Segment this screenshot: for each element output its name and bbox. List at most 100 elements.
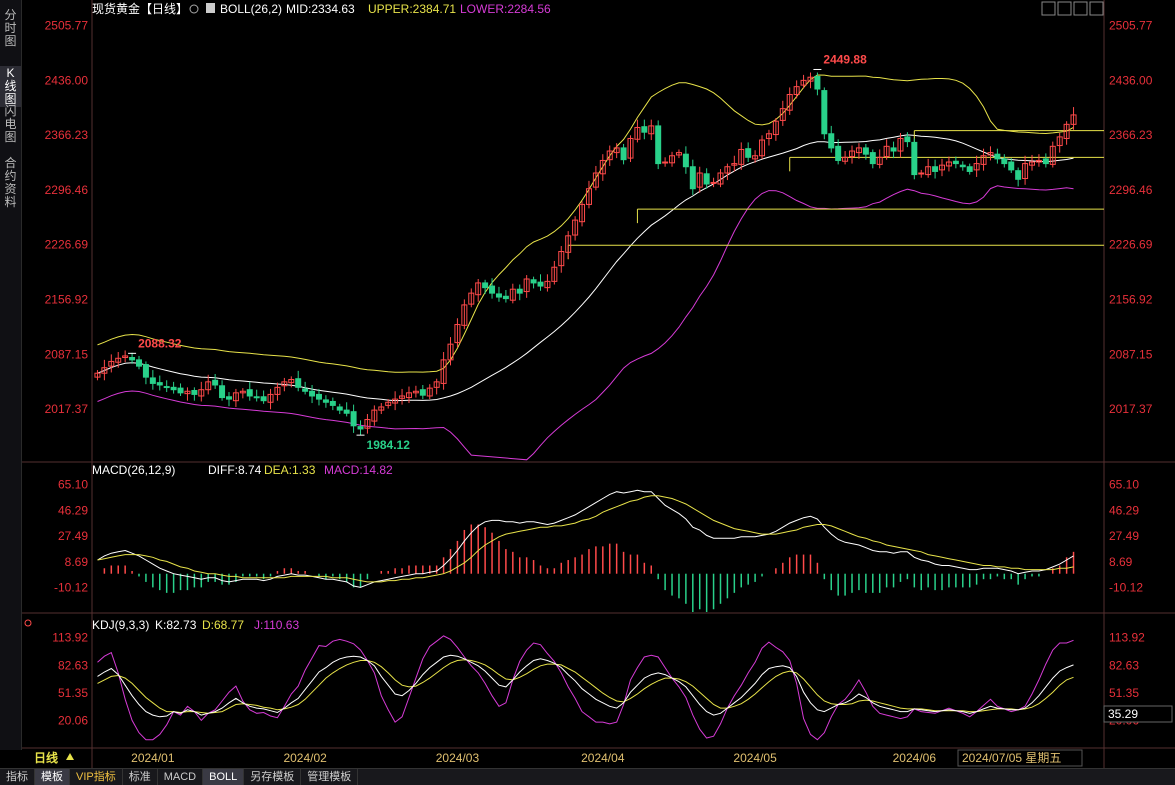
boll-lower-line — [97, 185, 1074, 461]
nav-item-0[interactable]: 分时图 — [4, 8, 17, 48]
candle-body — [523, 278, 530, 293]
x-tick: 2024/02 — [283, 751, 327, 765]
candle-body — [1008, 161, 1015, 171]
tab-7[interactable]: 管理模板 — [301, 769, 359, 785]
tab-3[interactable]: 标准 — [123, 769, 158, 785]
candle-body — [669, 155, 676, 164]
candle-body — [101, 367, 108, 374]
candle-body — [1029, 161, 1036, 166]
candle-body — [675, 152, 682, 156]
candle-body — [267, 393, 274, 403]
candle-body — [738, 148, 745, 165]
zoom-out-icon[interactable] — [1057, 1, 1072, 16]
tab-1[interactable]: 模板 — [35, 769, 70, 785]
tab-2[interactable]: VIP指标 — [70, 769, 123, 785]
candle-body — [108, 360, 115, 367]
y-tick-right: 2226.69 — [1109, 238, 1153, 252]
period-label[interactable]: 日线 — [34, 750, 58, 765]
candle-body — [689, 166, 696, 190]
candle-body — [807, 76, 814, 82]
candle-body — [371, 409, 378, 422]
candle-body — [364, 419, 371, 429]
candle-body — [897, 137, 904, 152]
crosshair-date: 2024/07/05 星期五 — [962, 751, 1061, 765]
price-annotation: 1984.12 — [367, 438, 411, 452]
candle-body — [433, 381, 440, 388]
candle-body — [516, 288, 523, 294]
y-tick-left: 2226.69 — [45, 238, 89, 252]
candle-body — [987, 152, 994, 156]
y-tick-right: 2366.23 — [1109, 128, 1153, 142]
zoom-in-icon[interactable] — [1041, 1, 1056, 16]
candle-body — [558, 251, 565, 267]
chart-area[interactable]: 2505.77 2505.77 2436.00 2436.00 2366.23 2366.… — [22, 0, 1175, 768]
candle-body — [253, 396, 260, 399]
macd-tick-left: -10.12 — [54, 581, 88, 595]
candle-body — [212, 379, 219, 386]
candle-body — [412, 390, 419, 394]
kdj-tick-left: 113.92 — [52, 631, 88, 645]
candle-body — [821, 90, 828, 135]
candle-body — [149, 377, 156, 384]
candle-body — [122, 355, 129, 359]
y-tick-right: 2087.15 — [1109, 347, 1153, 361]
candle-body — [814, 75, 821, 90]
candle-body — [904, 136, 911, 143]
candle-body — [835, 145, 842, 161]
crosshair-value: 35.29 — [1108, 707, 1138, 721]
candle-body — [405, 392, 412, 399]
candle-body — [966, 166, 973, 172]
indicator-icon — [206, 3, 215, 13]
candle-body — [565, 235, 572, 253]
candle-body — [322, 399, 329, 403]
candle-body — [219, 385, 226, 399]
candle-body — [336, 406, 343, 411]
x-tick: 2024/03 — [436, 751, 480, 765]
layout-icon[interactable] — [1073, 1, 1088, 16]
y-tick-right: 2156.92 — [1109, 292, 1153, 306]
candle-body — [655, 125, 662, 165]
nav-item-2[interactable]: 闪电图 — [4, 104, 17, 144]
candle-body — [752, 155, 759, 160]
candle-body — [1056, 136, 1063, 147]
candle-body — [537, 281, 544, 287]
kdj-tick-left: 82.63 — [58, 658, 88, 672]
macd-value: MACD:14.82 — [324, 463, 393, 477]
candle-body — [994, 153, 1001, 160]
candle-body — [779, 108, 786, 121]
candle-body — [1049, 145, 1056, 165]
candle-body — [959, 164, 966, 168]
candle-body — [717, 172, 724, 185]
period-up-icon — [66, 753, 74, 760]
settings-icon — [189, 4, 199, 14]
y-tick-left: 2505.77 — [45, 19, 89, 33]
candle-body — [205, 381, 212, 391]
nav-item-1[interactable]: K线图 — [0, 66, 21, 107]
tab-4[interactable]: MACD — [158, 769, 204, 785]
boll-upper-line — [97, 74, 1074, 373]
tab-6[interactable]: 另存模板 — [244, 769, 302, 785]
candle-body — [682, 153, 689, 168]
candle-body — [932, 166, 939, 172]
y-tick-left: 2436.00 — [45, 73, 89, 87]
price-annotation: 2088.32 — [138, 336, 182, 350]
candle-body — [793, 86, 800, 96]
macd-tick-left: 27.49 — [58, 529, 88, 543]
tab-5[interactable]: BOLL — [203, 769, 245, 785]
candle-body — [288, 378, 295, 384]
tab-0[interactable]: 指标 — [0, 769, 35, 785]
maximize-icon[interactable] — [1089, 1, 1104, 16]
candle-body — [184, 390, 191, 395]
candle-body — [627, 137, 634, 159]
candle-body — [115, 357, 122, 363]
candle-body — [198, 389, 205, 397]
candle-body — [731, 163, 738, 166]
boll-mid-line — [97, 134, 1074, 402]
candle-body — [703, 173, 710, 185]
candle-body — [281, 381, 288, 387]
candle-body — [973, 163, 980, 171]
y-tick-right: 2296.46 — [1109, 183, 1153, 197]
candle-body — [489, 285, 496, 294]
nav-item-3[interactable]: 合约资料 — [4, 156, 17, 209]
y-tick-left: 2296.46 — [45, 183, 89, 197]
